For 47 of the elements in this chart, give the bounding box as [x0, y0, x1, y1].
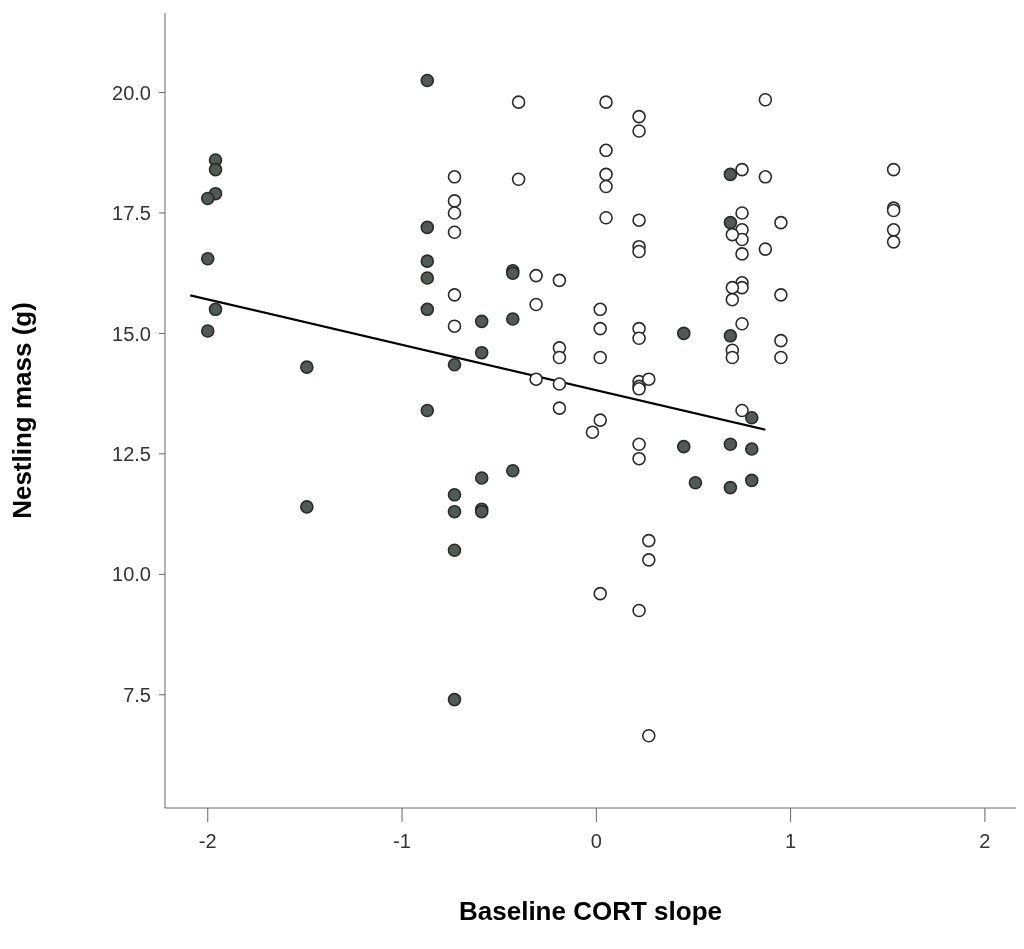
y-tick-label: 17.5 — [112, 202, 151, 225]
x-tick-label: 0 — [590, 830, 602, 853]
y-tick-label: 10.0 — [112, 563, 151, 586]
point — [208, 162, 223, 177]
y-tick-label: 15.0 — [112, 322, 151, 345]
point — [200, 251, 215, 266]
point — [420, 302, 435, 317]
x-tick-label: 1 — [785, 830, 797, 853]
point — [744, 442, 759, 456]
point — [447, 488, 462, 502]
point — [300, 360, 314, 374]
x-tick-label: -2 — [198, 830, 217, 853]
y-tick-label: 7.5 — [123, 683, 151, 706]
point — [723, 215, 738, 230]
point — [420, 403, 435, 418]
point — [447, 543, 462, 558]
y-tick-label: 20.0 — [112, 81, 151, 104]
point — [688, 475, 703, 490]
point — [723, 329, 738, 343]
x-tick-label: 2 — [979, 830, 991, 853]
point — [723, 480, 738, 495]
point — [208, 302, 223, 317]
y-tick-label: 12.5 — [112, 442, 151, 465]
point — [420, 220, 435, 235]
point — [723, 437, 738, 452]
point — [505, 312, 520, 326]
point — [744, 410, 759, 425]
point — [300, 500, 314, 514]
point — [676, 439, 691, 454]
point — [744, 473, 759, 488]
point — [474, 471, 489, 485]
x-tick-label: -1 — [393, 830, 411, 853]
point — [420, 73, 435, 88]
point — [200, 191, 215, 206]
point — [676, 326, 691, 341]
x-axis-title: Baseline CORT slope — [459, 896, 722, 926]
point — [447, 692, 462, 707]
y-axis-title: Nestling mass (g) — [7, 302, 38, 519]
point — [505, 463, 520, 478]
point — [420, 271, 435, 285]
point — [723, 167, 738, 182]
point — [474, 314, 489, 329]
point — [447, 504, 462, 519]
point — [420, 254, 435, 268]
point — [200, 324, 215, 338]
point — [474, 345, 489, 360]
point — [447, 357, 462, 372]
